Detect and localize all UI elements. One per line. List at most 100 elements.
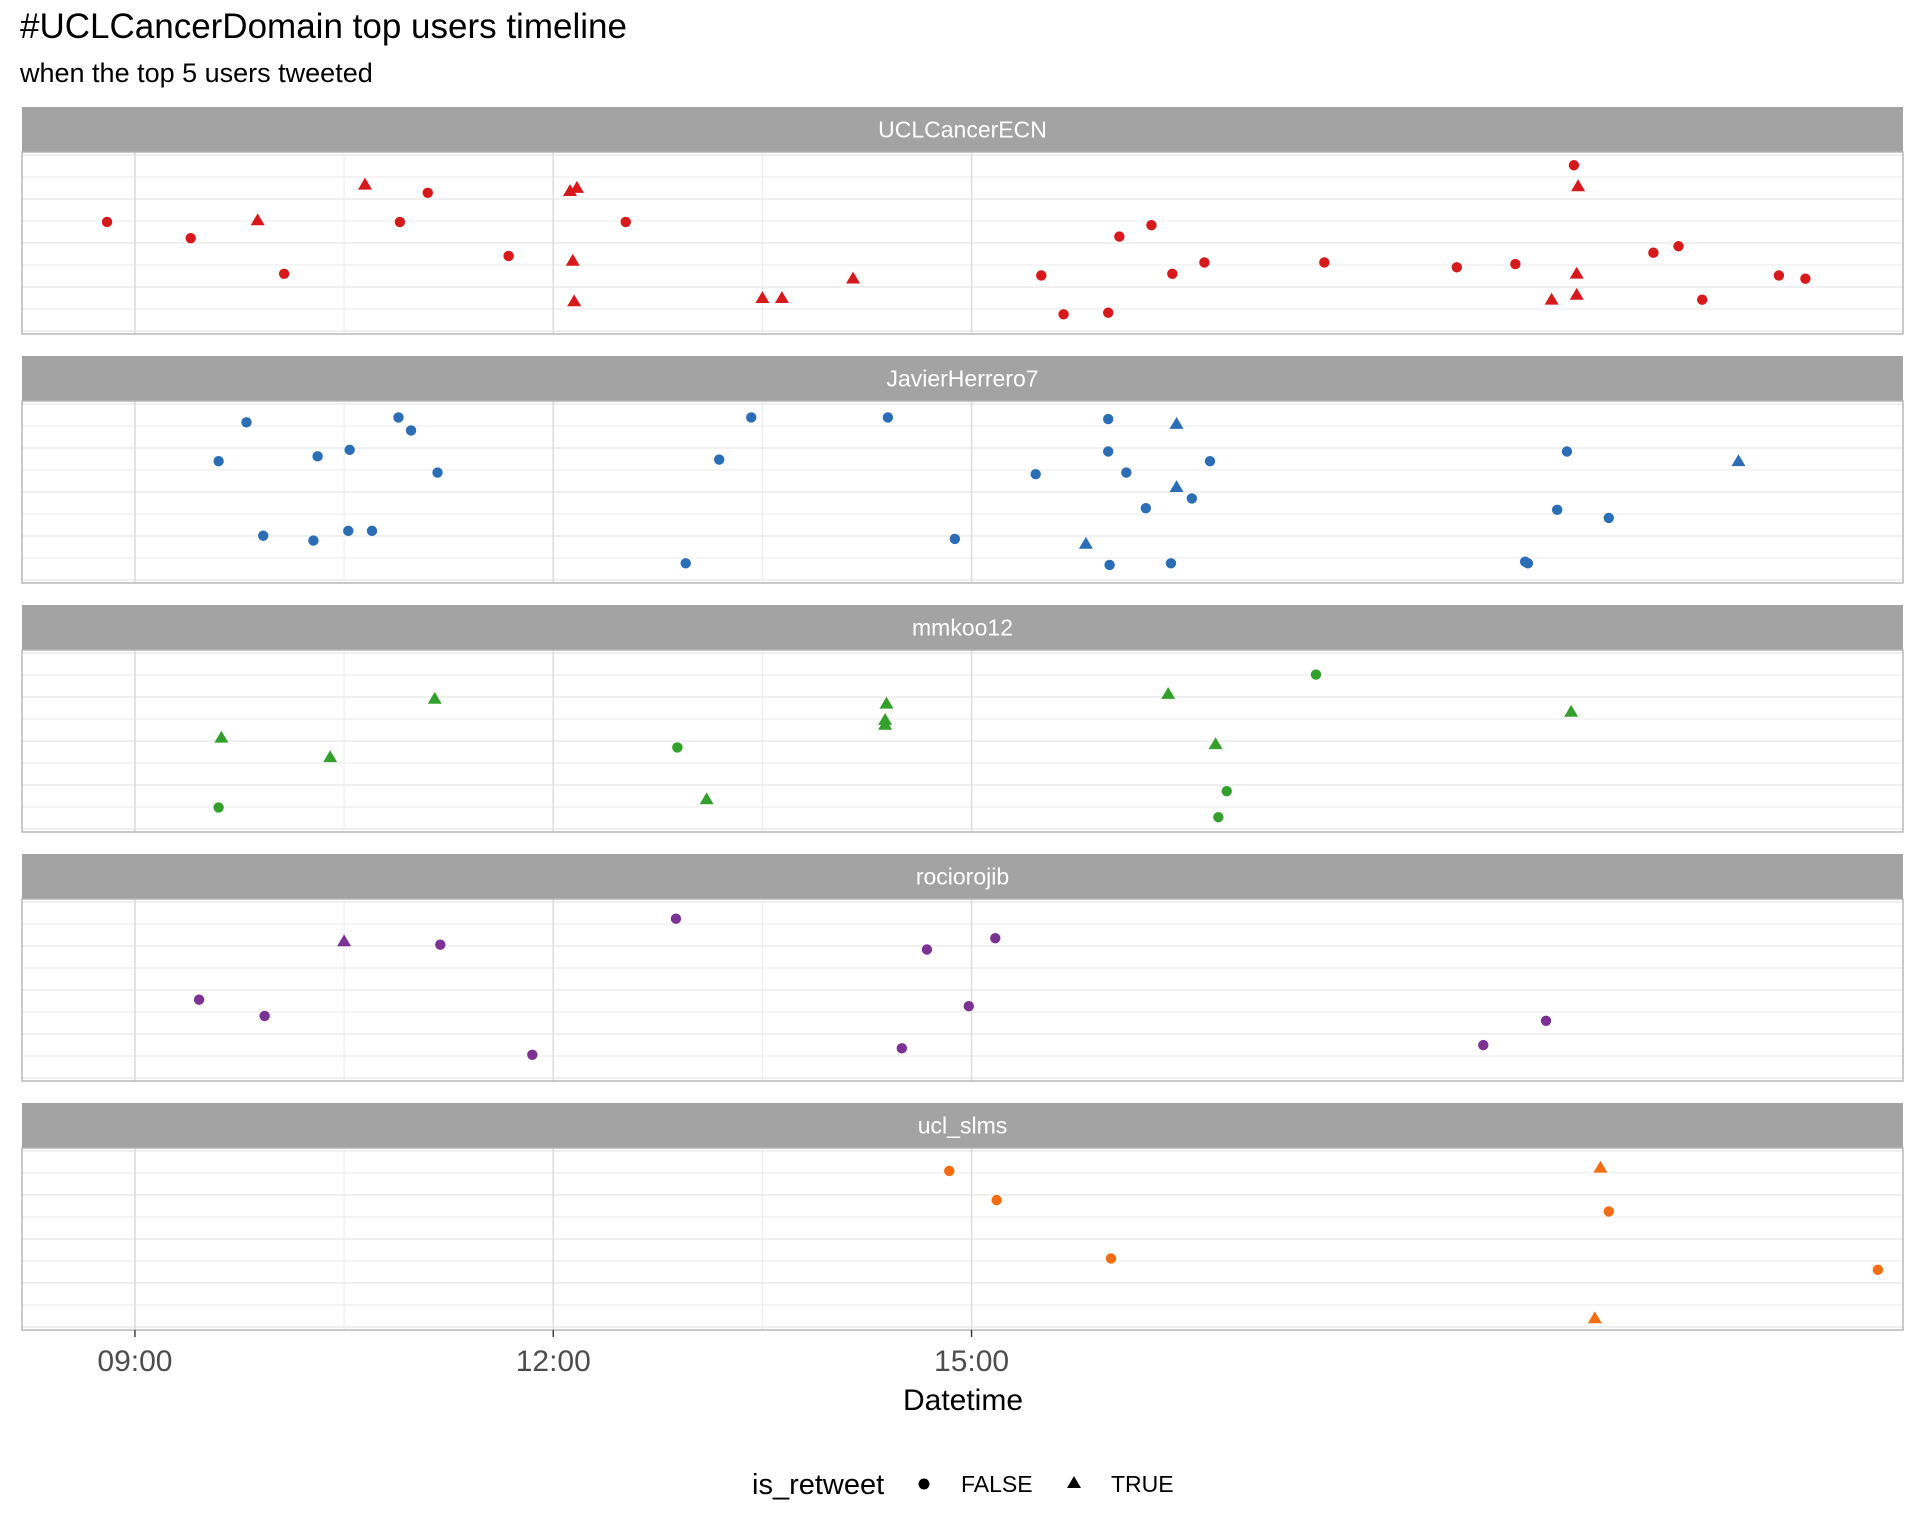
facet-border <box>21 151 1904 335</box>
data-point-tweet <box>193 994 205 1005</box>
data-point-retweet <box>569 180 584 193</box>
data-point-retweet <box>1569 266 1584 279</box>
data-point-tweet <box>1478 1039 1489 1051</box>
data-point-tweet <box>503 250 514 262</box>
data-point-tweet <box>680 558 691 569</box>
data-point-tweet <box>1058 309 1069 320</box>
facet-border <box>21 898 1904 1082</box>
data-point-tweet <box>990 932 1001 944</box>
x-tick-label: 09:00 <box>97 1345 172 1378</box>
data-point-retweet <box>1587 1311 1602 1324</box>
facet-strip <box>22 854 1903 899</box>
data-point-tweet <box>241 417 252 428</box>
data-point-tweet <box>1103 307 1114 318</box>
data-point-tweet <box>394 216 406 228</box>
data-point-tweet <box>308 535 319 546</box>
data-point-retweet <box>214 730 229 743</box>
facet-strip-label: mmkoo12 <box>912 615 1013 641</box>
data-point-tweet <box>432 467 443 478</box>
data-point-tweet <box>393 412 404 423</box>
data-point-tweet <box>1603 512 1614 524</box>
data-point-tweet <box>1103 413 1114 425</box>
legend: is_retweet FALSE TRUE <box>752 1469 1174 1501</box>
data-point-tweet <box>343 525 354 537</box>
data-point-tweet <box>991 1194 1002 1206</box>
legend-label-false: FALSE <box>961 1471 1033 1497</box>
data-point-tweet <box>620 216 631 228</box>
data-point-tweet <box>1105 1253 1117 1264</box>
data-point-retweet <box>562 184 577 197</box>
data-point-tweet <box>1451 262 1463 273</box>
facet-panel-JavierHerrero7: JavierHerrero7 <box>21 356 1904 584</box>
data-point-tweet <box>1310 669 1322 680</box>
data-point-tweet <box>1872 1264 1884 1275</box>
facet-panel-mmkoo12: mmkoo12 <box>21 605 1904 833</box>
x-tick-label: 15:00 <box>934 1345 1009 1378</box>
data-point-tweet <box>1204 456 1216 467</box>
data-point-retweet <box>358 177 373 190</box>
data-point-retweet <box>1208 737 1223 750</box>
data-point-tweet <box>1165 558 1177 569</box>
data-point-tweet <box>435 939 446 950</box>
data-point-retweet <box>1593 1160 1608 1173</box>
data-point-tweet <box>896 1043 908 1054</box>
data-point-tweet <box>1186 493 1198 504</box>
data-point-tweet <box>278 268 290 279</box>
facet-panel-ucl_slms: ucl_slms <box>21 1103 1904 1331</box>
data-point-tweet <box>1114 231 1125 242</box>
data-point-tweet <box>422 187 433 198</box>
data-point-tweet <box>1104 559 1115 571</box>
facet-panels: UCLCancerECN JavierHerrero7 mmkoo12 rocioro… <box>21 107 1904 1331</box>
data-point-tweet <box>1140 503 1152 514</box>
data-point-tweet <box>213 802 224 813</box>
data-point-tweet <box>1673 241 1684 252</box>
data-point-retweet <box>1569 287 1584 300</box>
data-point-tweet <box>1648 247 1659 258</box>
data-point-retweet <box>567 294 582 307</box>
data-point-tweet <box>259 1010 270 1022</box>
data-point-retweet <box>699 792 714 805</box>
data-point-tweet <box>1167 268 1178 279</box>
data-point-tweet <box>1036 270 1047 281</box>
data-point-tweet <box>1199 257 1210 268</box>
facet-strip-label: UCLCancerECN <box>878 117 1047 143</box>
x-axis: 09:00 12:00 15:00 <box>97 1330 1009 1378</box>
data-point-tweet <box>258 530 269 541</box>
data-point-tweet <box>344 444 355 456</box>
facet-strip-label: rociorojib <box>916 864 1009 890</box>
legend-label-true: TRUE <box>1111 1471 1174 1497</box>
data-point-tweet <box>1540 1015 1552 1026</box>
data-point-retweet <box>1078 536 1093 549</box>
data-point-tweet <box>1522 558 1534 569</box>
data-point-tweet <box>1103 446 1114 457</box>
data-point-retweet <box>774 291 789 303</box>
data-point-tweet <box>185 232 196 244</box>
data-point-tweet <box>1213 811 1224 823</box>
data-point-tweet <box>1603 1206 1614 1217</box>
data-point-retweet <box>846 271 861 284</box>
data-point-tweet <box>670 913 682 924</box>
data-point-retweet <box>878 717 893 730</box>
facet-strip <box>22 605 1903 650</box>
facet-strip <box>22 356 1903 401</box>
data-point-retweet <box>565 253 580 266</box>
data-point-tweet <box>963 1001 974 1012</box>
data-point-tweet <box>213 456 224 467</box>
facet-strip <box>22 107 1903 152</box>
data-point-retweet <box>1169 480 1184 493</box>
data-point-tweet <box>1510 258 1521 270</box>
data-point-tweet <box>1568 160 1580 171</box>
facet-strip-label: JavierHerrero7 <box>886 366 1038 392</box>
data-point-tweet <box>1561 446 1573 457</box>
data-point-tweet <box>713 454 725 465</box>
data-point-retweet <box>1571 179 1586 192</box>
data-point-tweet <box>1030 468 1041 480</box>
data-point-tweet <box>366 525 378 537</box>
data-point-tweet <box>1773 270 1785 281</box>
legend-title: is_retweet <box>752 1469 884 1501</box>
legend-key-true-triangle <box>1067 1476 1081 1488</box>
data-point-retweet <box>879 696 894 709</box>
facet-strip <box>22 1103 1903 1148</box>
legend-key-false-circle <box>918 1478 930 1490</box>
